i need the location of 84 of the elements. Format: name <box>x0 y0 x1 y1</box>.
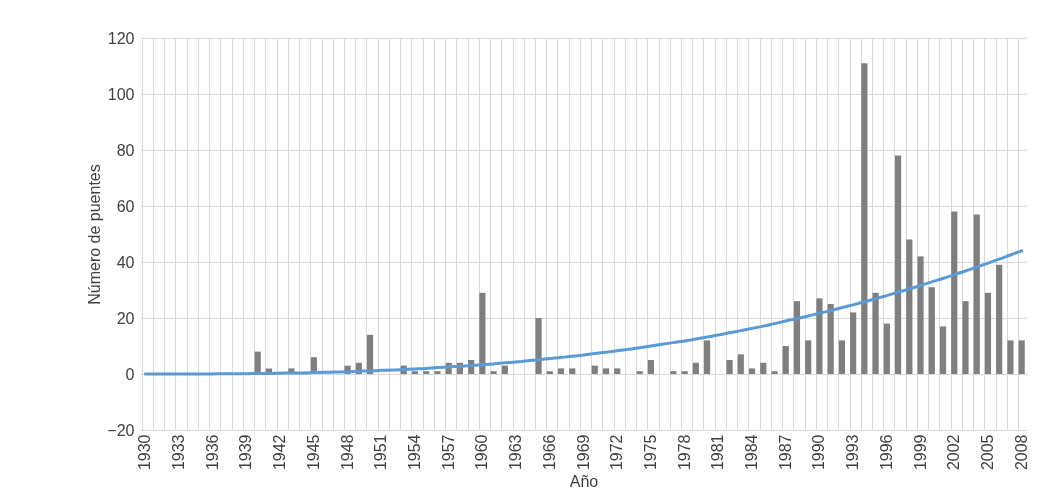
x-tick-label: 1993 <box>844 434 862 471</box>
y-tick-label: 40 <box>116 253 135 271</box>
x-tick-label: 1966 <box>540 434 558 471</box>
bar <box>692 362 699 374</box>
bar <box>411 371 419 374</box>
x-tick-label: 1984 <box>743 434 761 471</box>
x-tick-label: 1945 <box>304 434 322 471</box>
bar <box>535 318 542 374</box>
bar <box>1007 340 1014 374</box>
x-axis-title: Año <box>569 473 599 491</box>
x-tick-label: 1972 <box>608 434 626 471</box>
x-tick-label: 1939 <box>237 434 255 471</box>
y-tick-label: 60 <box>116 197 135 215</box>
bar <box>861 63 868 374</box>
bar <box>782 346 789 374</box>
bar <box>872 292 879 374</box>
x-tick-label: 2002 <box>945 434 963 471</box>
x-tick-label: 1990 <box>810 434 828 471</box>
bar <box>951 211 958 374</box>
x-tick-label: 1960 <box>473 434 491 471</box>
x-tick-label: 1933 <box>170 434 188 471</box>
bar <box>906 239 913 374</box>
bar <box>850 312 857 374</box>
y-tick-label: 0 <box>125 365 135 383</box>
bar <box>737 354 744 374</box>
bar <box>962 301 969 374</box>
bar <box>805 340 812 374</box>
x-tick-label: 1978 <box>675 434 693 471</box>
bar <box>569 368 576 374</box>
bar <box>984 292 992 374</box>
bar <box>557 368 565 374</box>
y-tick-label: 80 <box>116 141 135 159</box>
line-series <box>143 249 1024 376</box>
bar <box>647 360 654 374</box>
bar <box>423 371 430 374</box>
bar <box>479 292 486 374</box>
bar <box>726 360 733 374</box>
x-tick-label: 1942 <box>271 434 289 471</box>
bar <box>771 371 778 374</box>
x-tick-label: 2005 <box>978 434 996 471</box>
bar <box>490 371 497 374</box>
x-tick-label: 1981 <box>709 434 727 471</box>
bar <box>973 214 980 374</box>
x-tick-label: 1951 <box>372 434 390 471</box>
x-tick-label: 1963 <box>507 434 525 471</box>
y-axis-title: Número de puentes <box>86 164 104 305</box>
bar <box>827 304 834 374</box>
bar <box>434 371 441 374</box>
y-tick-label: 20 <box>116 309 135 327</box>
bar <box>996 264 1003 374</box>
x-tick-label: 1969 <box>574 434 592 471</box>
bar <box>636 371 643 374</box>
x-tick-label: 1936 <box>203 434 221 471</box>
x-tick-label: 1999 <box>911 434 929 471</box>
x-tick-label: 1930 <box>136 434 154 471</box>
bar <box>1018 340 1025 374</box>
bar <box>703 340 711 374</box>
bar <box>928 287 935 374</box>
x-tick-label: 1948 <box>338 434 356 471</box>
bar <box>748 368 756 374</box>
bar <box>793 301 801 374</box>
x-tick-label: 1954 <box>405 434 423 471</box>
bar <box>894 155 902 374</box>
x-tick-label: 2008 <box>1012 434 1030 471</box>
bar <box>681 371 688 374</box>
y-tick-label: −20 <box>107 421 135 439</box>
bar <box>917 256 924 374</box>
x-tick-label: 1987 <box>776 434 794 471</box>
bar <box>838 340 845 374</box>
bar <box>939 326 947 374</box>
bar <box>816 298 823 374</box>
x-tick-label: 1957 <box>439 434 457 471</box>
x-tick-label: 1996 <box>877 434 895 471</box>
bar <box>591 365 598 374</box>
bar <box>546 371 553 374</box>
bar <box>883 323 890 374</box>
y-tick-label: 100 <box>107 85 135 103</box>
bar <box>614 368 621 374</box>
bar <box>501 365 508 374</box>
bar <box>760 362 767 374</box>
x-tick-label: 1975 <box>641 434 659 471</box>
bar <box>670 371 677 374</box>
bar <box>602 368 610 374</box>
y-tick-label: 120 <box>107 29 135 47</box>
